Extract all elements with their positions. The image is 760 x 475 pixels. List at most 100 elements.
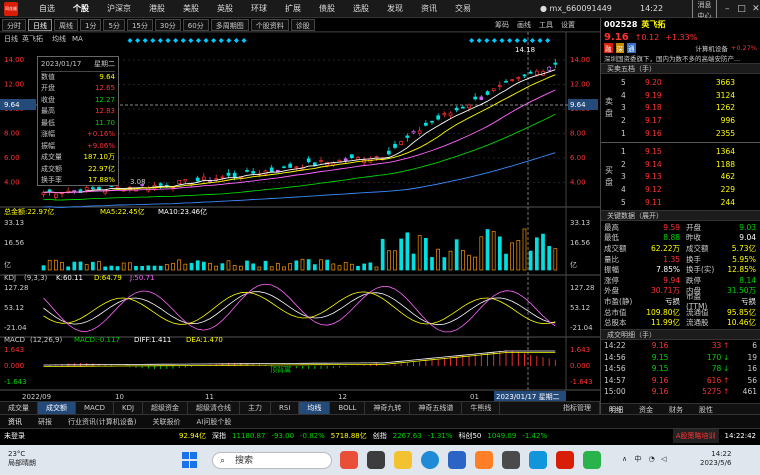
menu-item[interactable]: 自选	[39, 4, 55, 13]
period-button[interactable]: 15分	[126, 18, 153, 31]
key-data-label: 内盘	[686, 286, 701, 296]
order-level[interactable]: 5 9.20 3663	[621, 76, 757, 89]
key-data-value: 9.94	[663, 275, 680, 285]
indicator-tab[interactable]: 神奇九转	[365, 401, 411, 415]
maximize-icon[interactable]: □	[737, 4, 746, 14]
menu-item[interactable]: 沪深京	[107, 4, 131, 13]
ime-indicator[interactable]: 中	[634, 455, 642, 463]
kline-chart[interactable]: 日线英飞拓均线MA14.0014.0012.0012.0010.0010.008…	[0, 31, 600, 401]
task-view-icon[interactable]	[367, 451, 385, 469]
menu-item[interactable]: 英股	[217, 4, 233, 13]
taskbar-search[interactable]: ⌕ 搜索	[212, 452, 332, 469]
minimize-icon[interactable]: –	[724, 4, 730, 14]
menu-item[interactable]: 美股	[183, 4, 199, 13]
news-tab[interactable]: 行业资讯(计算机设备)	[68, 417, 137, 426]
login-status[interactable]: 未登录	[4, 431, 25, 440]
key-data-value: 62.22万	[651, 243, 680, 253]
wifi-icon[interactable]: ◔	[648, 455, 655, 463]
weather-widget[interactable]: 23°C 局部晴朗	[8, 450, 36, 468]
order-level[interactable]: 3 9.13 462	[621, 171, 757, 184]
period-button[interactable]: 多周期图	[210, 18, 249, 31]
period-button[interactable]: 分时	[2, 18, 26, 31]
indicator-tab[interactable]: 主力	[240, 401, 272, 415]
menu-item[interactable]: 交易	[455, 4, 471, 13]
app-icon[interactable]	[340, 451, 358, 469]
store-icon[interactable]	[448, 451, 466, 469]
taskbar-clock[interactable]: 14:22 2023/5/6	[700, 450, 731, 468]
user-name[interactable]: ● mx_660091449	[540, 0, 612, 18]
menu-item[interactable]: 港股	[149, 4, 165, 13]
indicator-tab[interactable]: 超级清仓线	[188, 401, 241, 415]
indicator-tab[interactable]: RSI	[271, 401, 300, 415]
order-level[interactable]: 5 9.11 244	[621, 196, 757, 209]
volume-bar	[386, 250, 391, 271]
indicator-tab[interactable]: 成交量	[0, 401, 38, 415]
menu-item[interactable]: 环球	[251, 4, 267, 13]
order-level[interactable]: 2 9.14 1188	[621, 158, 757, 171]
news-tab[interactable]: 关联报价	[152, 417, 181, 426]
indicator-tab[interactable]: 成交额	[38, 401, 76, 415]
volume-bar	[140, 265, 145, 271]
period-button[interactable]: 诊股	[290, 18, 315, 31]
indicator-tab[interactable]: 神奇五线谱	[410, 401, 463, 415]
menu-item[interactable]: 扩展	[285, 4, 301, 13]
period-button[interactable]: 周线	[54, 18, 78, 31]
tool-button[interactable]: 筹码	[495, 21, 509, 29]
indicator-tab[interactable]: KDJ	[114, 401, 144, 415]
period-button[interactable]: 1分	[80, 18, 102, 31]
order-level[interactable]: 1 9.16 2355	[621, 127, 757, 140]
order-level[interactable]: 4 9.19 3124	[621, 89, 757, 102]
start-icon[interactable]	[180, 451, 198, 469]
chevron-up-icon[interactable]: ∧	[622, 455, 628, 463]
indicator-tab[interactable]: 均线	[299, 401, 331, 415]
level-volume: 3663	[715, 77, 735, 87]
indicator-tab[interactable]: MACD	[76, 401, 114, 415]
menu-item[interactable]: 债股	[319, 4, 335, 13]
period-button[interactable]: 60分	[182, 18, 209, 31]
news-tab[interactable]: 研报	[38, 417, 52, 426]
trade-price: 9.16	[651, 375, 669, 385]
strategy-alert-link[interactable]: A股策略培训	[672, 428, 719, 443]
app-icon[interactable]	[583, 451, 601, 469]
panel-tab[interactable]: 明细	[609, 405, 623, 414]
app-icon[interactable]	[475, 451, 493, 469]
indicator-tab[interactable]: BOLL	[330, 401, 366, 415]
app-icon[interactable]	[529, 451, 547, 469]
indicator-tab[interactable]: 超级资金	[143, 401, 189, 415]
app-icon[interactable]	[502, 451, 520, 469]
folder-icon[interactable]	[394, 451, 412, 469]
menu-item[interactable]: 选股	[353, 4, 369, 13]
edge-icon[interactable]	[421, 451, 439, 469]
tonghuashun-icon[interactable]	[556, 451, 574, 469]
order-level[interactable]: 3 9.18 1262	[621, 102, 757, 115]
news-tab[interactable]: AI问股个股	[196, 417, 232, 426]
tool-button[interactable]: 设置	[561, 21, 575, 29]
menu-item[interactable]: 发现	[387, 4, 403, 13]
level-volume: 1188	[715, 159, 735, 169]
panel-tab[interactable]: 股性	[699, 405, 713, 414]
order-level[interactable]: 4 9.12 229	[621, 183, 757, 196]
period-button[interactable]: 30分	[154, 18, 181, 31]
period-button[interactable]: 日线	[28, 18, 52, 31]
volume-icon[interactable]: ◁	[660, 455, 667, 463]
order-level[interactable]: 2 9.17 996	[621, 114, 757, 127]
tool-button[interactable]: 工具	[539, 21, 553, 29]
tool-button[interactable]: 画线	[517, 21, 531, 29]
industry-label[interactable]: 计算机设备	[695, 45, 728, 53]
menu-item[interactable]: 资讯	[421, 4, 437, 13]
tray-icons[interactable]: ∧ 中 ◔ ◁	[622, 454, 666, 464]
order-level[interactable]: 1 9.15 1364	[621, 145, 757, 158]
stock-news[interactable]: 深圳国资委旗下，国内为数不多的高端安防产...	[604, 55, 741, 63]
indicator-tab[interactable]: 牛熊线	[462, 401, 501, 415]
volume-bar	[479, 236, 484, 271]
chart-area[interactable]: 日线英飞拓均线MA14.0014.0012.0012.0010.0010.008…	[0, 31, 600, 415]
close-icon[interactable]: ✕	[752, 4, 760, 14]
panel-tab[interactable]: 资金	[639, 405, 653, 414]
menu-item[interactable]: 个股	[73, 4, 89, 13]
period-button[interactable]: 个股资料	[250, 18, 289, 31]
period-button[interactable]: 5分	[103, 18, 125, 31]
indicator-tab[interactable]: 指标管理	[555, 401, 600, 415]
news-tab[interactable]: 资讯	[8, 417, 22, 426]
panel-tab[interactable]: 财务	[669, 405, 683, 414]
key-data-title[interactable]: 关键数据（展开）	[601, 210, 760, 221]
